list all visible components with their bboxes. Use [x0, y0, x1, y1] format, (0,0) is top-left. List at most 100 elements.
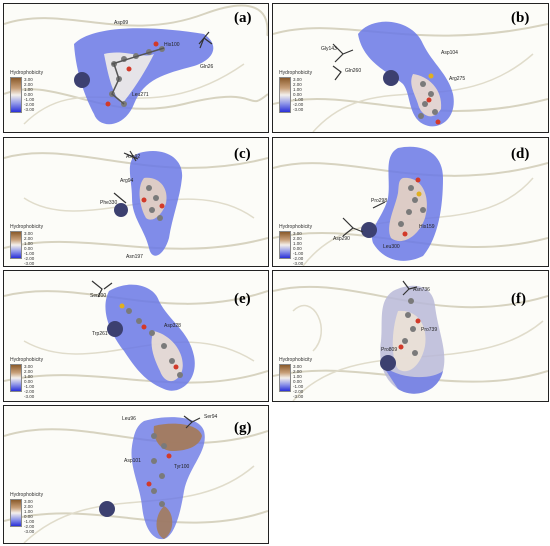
- sphere-e: [107, 321, 123, 337]
- residue-label: Ser100: [90, 293, 107, 299]
- legend-tick: 2.00: [293, 369, 302, 374]
- legend-tick: -2.00: [293, 102, 304, 107]
- legend-tick: 0.00: [293, 92, 302, 97]
- sphere-d: [361, 222, 377, 238]
- residue-label: Asn736: [413, 287, 430, 293]
- legend-tick: -2.00: [293, 256, 304, 261]
- legend-tick: 3.00: [24, 231, 33, 236]
- panel-tag: (c): [234, 146, 251, 162]
- residue-label: Asn197: [126, 254, 143, 260]
- surface-a: [74, 28, 214, 125]
- legend-tick: -3.00: [293, 107, 304, 112]
- legend-title: Hydrophobicity: [279, 70, 313, 76]
- legend-tick: 1.00: [24, 87, 33, 92]
- panel-a-scene: [4, 4, 268, 125]
- sphere-f: [380, 355, 396, 371]
- legend-tick: -3.00: [24, 394, 35, 399]
- residue-label: Gln26: [200, 64, 214, 70]
- legend-tick: 0.00: [24, 514, 33, 519]
- legend-tick: -2.00: [293, 389, 304, 394]
- legend-colorbar: [10, 499, 22, 527]
- legend-tick: 3.00: [24, 499, 33, 504]
- panel-tag: (g): [234, 420, 252, 436]
- residue-label: Asp101: [124, 458, 141, 464]
- legend-tick: -2.00: [24, 102, 35, 107]
- residue-label: Asp99: [114, 20, 129, 26]
- panel-d: Pro298 Asp290 His159 Leu300 Hydrophobici…: [272, 137, 549, 267]
- panel-tag: (f): [511, 291, 526, 307]
- legend-tick: -1.00: [293, 97, 304, 102]
- panel-c: Asp92 Arg94 Phe330 Asn197 Hydrophobicity…: [3, 137, 269, 267]
- sphere-b: [383, 70, 399, 86]
- legend-tick: 0.00: [24, 379, 33, 384]
- legend-title: Hydrophobicity: [10, 224, 44, 230]
- panel-b-scene: [273, 21, 548, 132]
- panel-tag: (b): [511, 10, 530, 26]
- legend-tick: 1.00: [24, 509, 33, 514]
- legend-tick: -3.00: [24, 107, 35, 112]
- panel-a: Asp99 His100 Gln26 Leu271 Hydrophobicity…: [3, 3, 269, 133]
- legend-tick: -1.00: [24, 384, 35, 389]
- legend-title: Hydrophobicity: [279, 357, 313, 363]
- residue-label: Arg275: [449, 76, 466, 82]
- residue-label: His159: [419, 224, 435, 230]
- hydrophobicity-legend: Hydrophobicity 3.00 2.00 1.00 0.00 -1.00 -2.0…: [10, 70, 43, 113]
- legend-tick: 2.00: [24, 504, 33, 509]
- sphere-c: [114, 203, 128, 217]
- legend-title: Hydrophobicity: [279, 224, 313, 230]
- legend-title: Hydrophobicity: [10, 492, 44, 498]
- residue-label: Leu271: [132, 92, 149, 98]
- legend-colorbar: [279, 364, 291, 392]
- residue-label: His100: [164, 42, 180, 48]
- residue-label: Asp92: [126, 154, 141, 160]
- panel-e: Ser100 Trp261 Asp328 Hydrophobicity 3.00…: [3, 270, 269, 402]
- legend-tick: -3.00: [293, 394, 304, 399]
- legend-tick: 2.00: [24, 236, 33, 241]
- panel-c-scene: [4, 150, 268, 256]
- residue-label: Pro739: [421, 327, 438, 333]
- legend-colorbar: [10, 77, 22, 113]
- residue-label: Gln260: [345, 68, 362, 74]
- legend-tick: 1.00: [293, 241, 302, 246]
- legend-tick: 2.00: [24, 369, 33, 374]
- residue-label: Arg94: [120, 178, 134, 184]
- residue-label: Leu96: [122, 416, 136, 422]
- legend-tick: -3.00: [293, 261, 304, 266]
- legend-tick: -1.00: [293, 384, 304, 389]
- residue-label: Asp328: [164, 323, 181, 329]
- residue-label: Tyr100: [174, 464, 190, 470]
- residue-label: Asp104: [441, 50, 458, 56]
- legend-tick: 0.00: [293, 246, 302, 251]
- hydrophobicity-legend: Hydrophobicity 3.00 2.00 1.00 0.00 -1.00 -2.0…: [279, 224, 313, 266]
- residue-label: Ser94: [204, 414, 218, 420]
- legend-tick: -1.00: [293, 251, 304, 256]
- legend-tick: -2.00: [24, 524, 35, 529]
- legend-tick: 3.00: [24, 364, 33, 369]
- legend-tick: -3.00: [24, 529, 35, 534]
- residue-label: Leu300: [383, 244, 400, 250]
- residue-label: Pro298: [371, 198, 388, 204]
- legend-tick: 1.00: [24, 241, 33, 246]
- legend-colorbar: [10, 364, 22, 392]
- legend-tick: 3.00: [24, 77, 33, 82]
- panel-tag: (a): [234, 10, 252, 26]
- hydrophobicity-legend: Hydrophobicity 3.00 2.00 1.00 0.00 -1.00 -2.0…: [10, 492, 44, 534]
- legend-colorbar: [10, 231, 22, 259]
- legend-tick: -2.00: [24, 256, 35, 261]
- panel-d-scene: [273, 146, 548, 266]
- legend-tick: -2.00: [24, 389, 35, 394]
- panel-b: Gly143 Gln260 Asp104 Arg275 Hydrophobici…: [272, 3, 549, 133]
- legend-tick: 1.00: [24, 374, 33, 379]
- legend-tick: -1.00: [24, 97, 35, 102]
- legend-tick: 2.00: [293, 236, 302, 241]
- legend-tick: -1.00: [24, 251, 35, 256]
- legend-tick: 0.00: [293, 379, 302, 384]
- panel-f: Asn736 Pro739 Pro809 Hydrophobicity 3.00…: [272, 270, 549, 402]
- residue-label: Pro809: [381, 347, 398, 353]
- legend-tick: -3.00: [24, 261, 35, 266]
- legend-tick: 2.00: [24, 82, 33, 87]
- panel-tag: (d): [511, 146, 530, 162]
- legend-colorbar: [279, 231, 291, 259]
- panel-tag: (e): [234, 291, 251, 307]
- legend-tick: 1.00: [293, 87, 302, 92]
